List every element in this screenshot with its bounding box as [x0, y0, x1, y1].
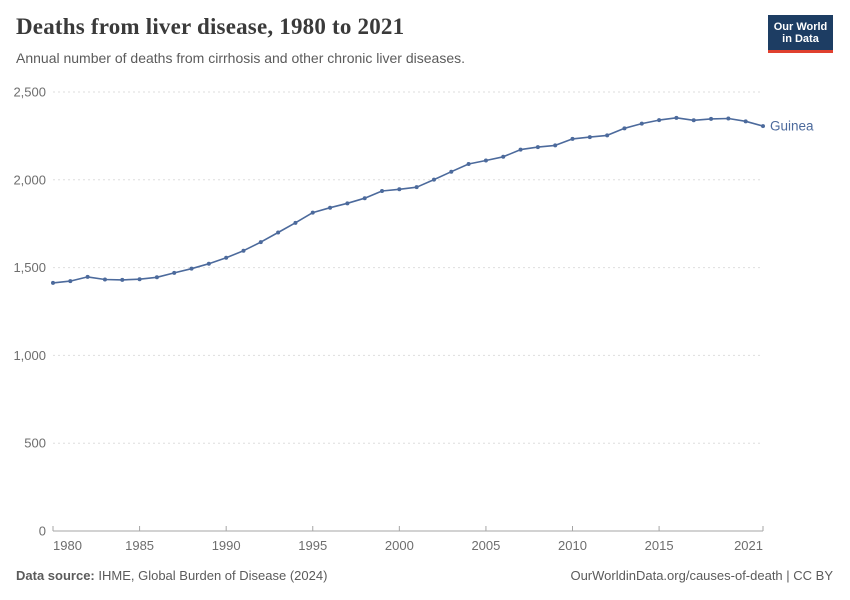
owid-logo-line1: Our World [773, 20, 828, 33]
y-tick-label: 0 [39, 524, 46, 539]
data-point [518, 147, 523, 152]
page-title: Deaths from liver disease, 1980 to 2021 [16, 14, 405, 39]
data-point [362, 196, 367, 201]
x-tick-label: 1990 [212, 538, 241, 553]
data-point [587, 135, 592, 140]
data-point [466, 161, 471, 166]
data-point [258, 240, 263, 245]
data-point [449, 169, 454, 174]
data-point [691, 118, 696, 123]
y-tick-label: 500 [24, 436, 46, 451]
data-point [51, 280, 55, 285]
data-point [639, 121, 644, 126]
owid-logo[interactable]: Our World in Data [768, 15, 833, 53]
data-point [345, 201, 350, 206]
data-point [622, 126, 627, 131]
data-point [726, 116, 731, 121]
y-tick-label: 2,500 [13, 85, 46, 100]
data-point [276, 230, 281, 235]
data-point [102, 277, 107, 282]
data-point [431, 177, 436, 182]
data-point [483, 158, 488, 163]
x-tick-label: 1980 [53, 538, 82, 553]
data-point [293, 220, 298, 225]
data-source-label: Data source: [16, 568, 95, 583]
data-point [189, 266, 194, 271]
data-point [414, 185, 419, 190]
data-point [380, 189, 385, 194]
data-point [553, 143, 558, 148]
data-point [761, 124, 765, 129]
x-tick-label: 2021 [734, 538, 763, 553]
x-tick-label: 2015 [645, 538, 674, 553]
data-point [137, 277, 142, 282]
x-tick-label: 1985 [125, 538, 154, 553]
chart-subtitle: Annual number of deaths from cirrhosis a… [16, 50, 465, 66]
data-point [172, 270, 177, 275]
data-point [709, 116, 714, 121]
chart-footer: Data source: IHME, Global Burden of Dise… [16, 568, 833, 583]
x-tick-label: 2005 [471, 538, 500, 553]
data-source-note: Data source: IHME, Global Burden of Dise… [16, 568, 327, 583]
x-tick-label: 2000 [385, 538, 414, 553]
data-point [85, 274, 90, 279]
data-point [397, 187, 402, 192]
data-point [674, 115, 679, 120]
data-point [501, 154, 506, 159]
x-tick-label: 1995 [298, 538, 327, 553]
series-end-label: Guinea [770, 119, 814, 134]
data-point [120, 277, 125, 282]
x-tick-label: 2010 [558, 538, 587, 553]
data-point [224, 255, 229, 260]
data-point [328, 205, 333, 210]
data-point [206, 261, 211, 266]
data-point [743, 119, 748, 124]
y-tick-label: 2,000 [13, 172, 46, 187]
data-point [657, 118, 662, 123]
data-point [570, 136, 575, 141]
series-line [52, 117, 764, 284]
owid-citation-link[interactable]: OurWorldinData.org/causes-of-death | CC … [570, 568, 833, 583]
y-tick-label: 1,000 [13, 348, 46, 363]
data-source-text: IHME, Global Burden of Disease (2024) [94, 568, 328, 583]
owid-logo-line2: in Data [782, 32, 819, 45]
data-point [241, 248, 246, 253]
data-point [310, 210, 315, 215]
data-point [154, 275, 159, 280]
data-point [535, 145, 540, 150]
data-point [605, 133, 610, 138]
y-tick-label: 1,500 [13, 260, 46, 275]
data-point [68, 279, 73, 284]
